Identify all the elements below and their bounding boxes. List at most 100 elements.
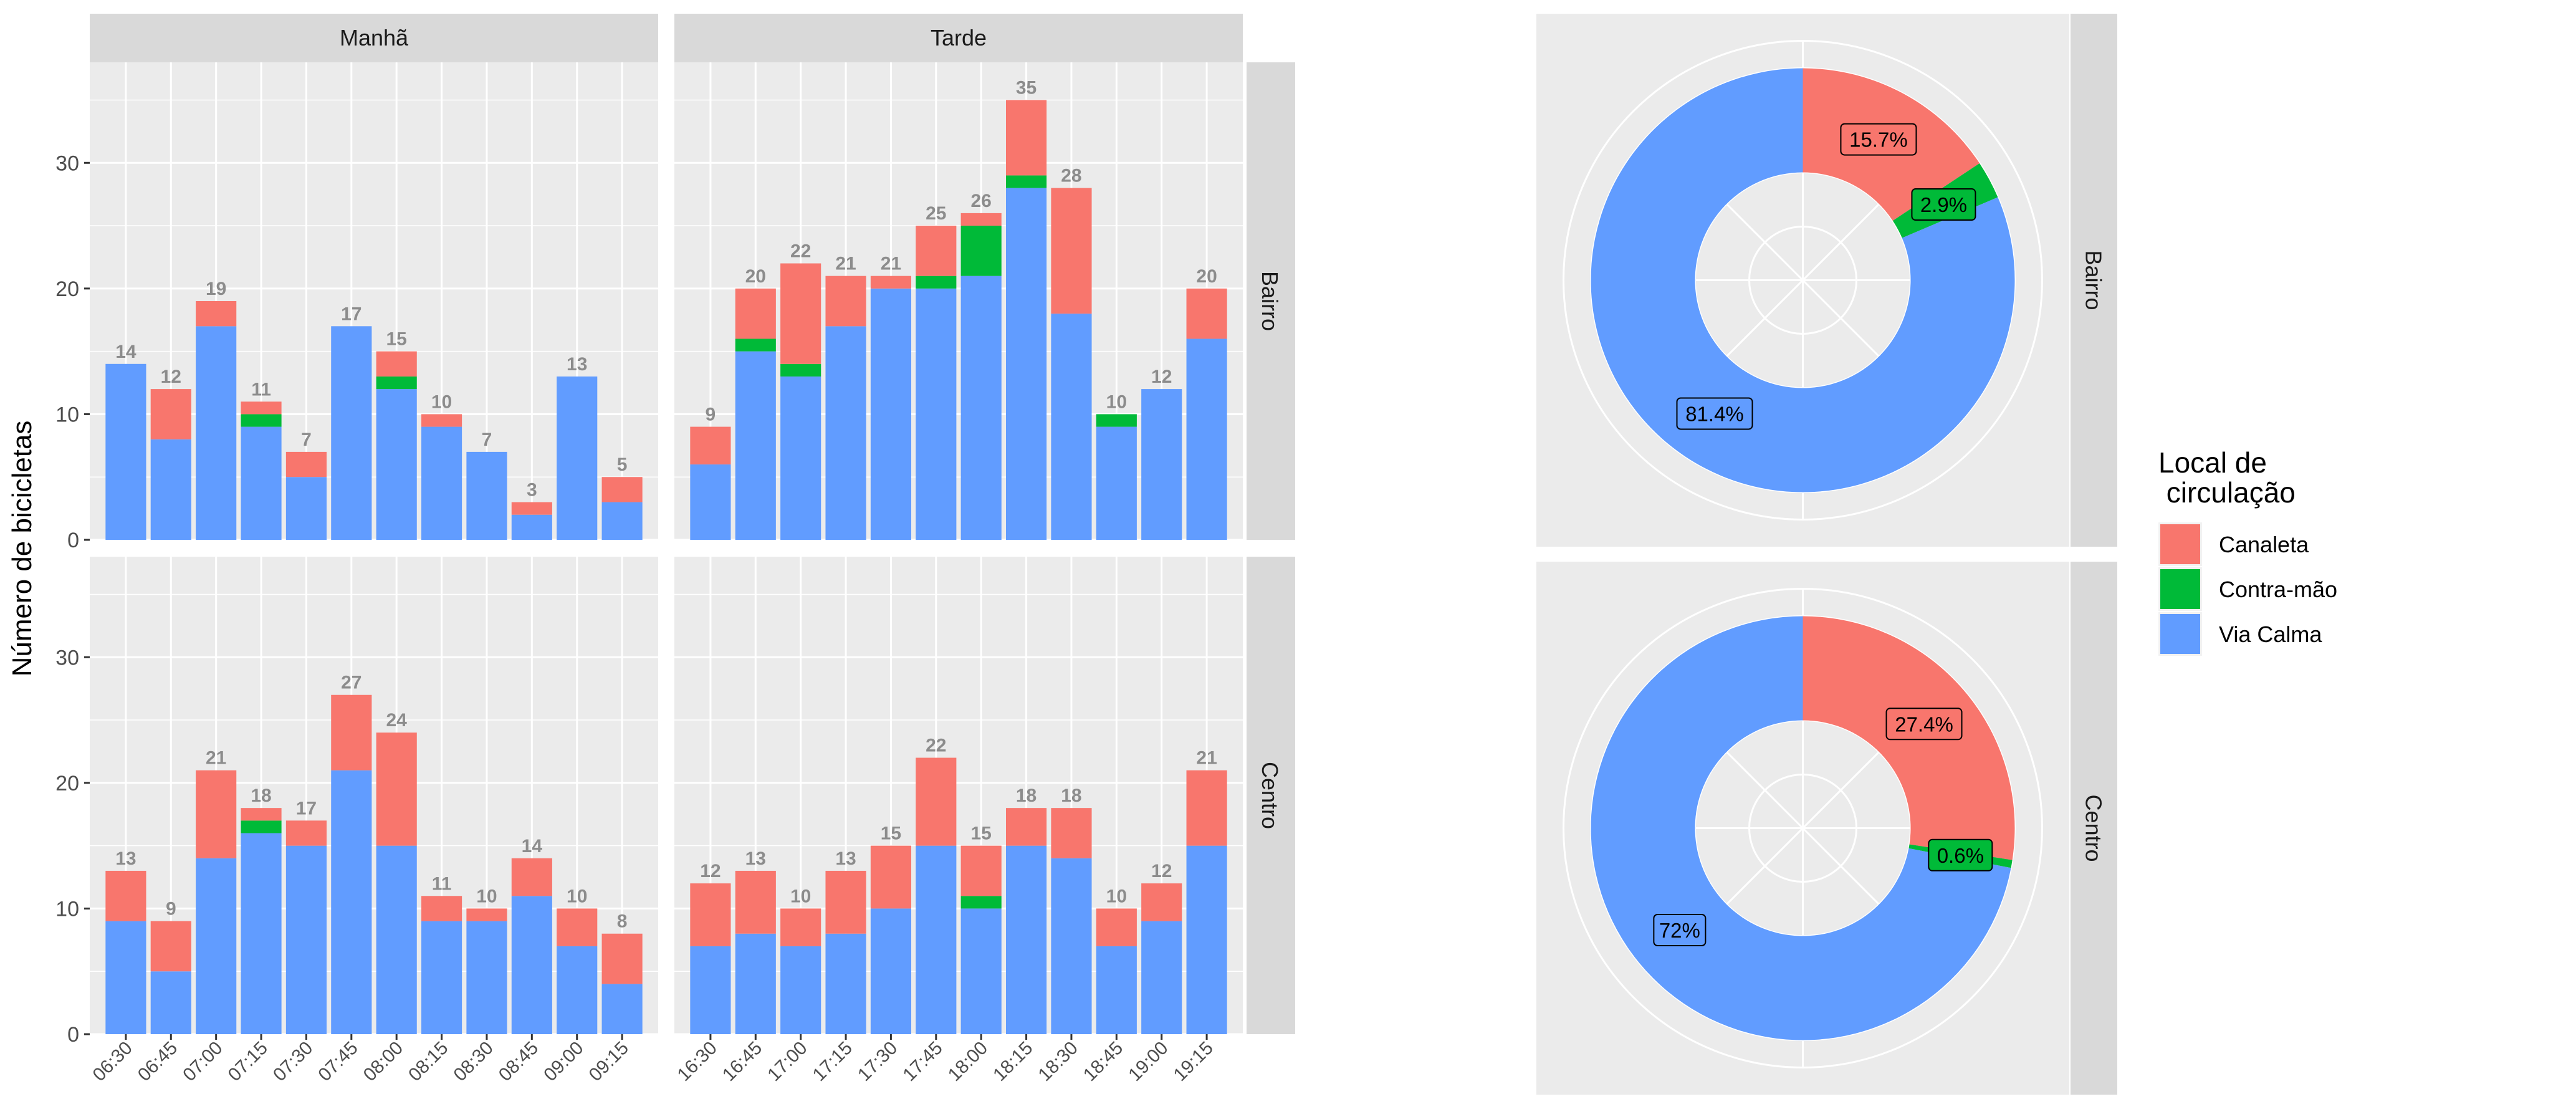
bar-canaleta-0730 <box>285 820 327 846</box>
bar-via-calma-1745 <box>916 288 957 540</box>
bar-via-calma-0630 <box>105 363 146 540</box>
bar-via-calma-1830 <box>1051 314 1092 540</box>
total-label: 20 <box>1196 266 1217 287</box>
bar-via-calma-0900 <box>557 946 598 1034</box>
strip-row-label-bairro: Bairro <box>2081 250 2107 310</box>
total-label: 28 <box>1061 166 1081 186</box>
bar-via-calma-0915 <box>601 502 643 540</box>
bar-via-calma-0645 <box>150 971 191 1034</box>
total-label: 17 <box>341 304 362 324</box>
total-label: 22 <box>790 241 811 262</box>
donut-label-contra-mao: 2.9% <box>1920 193 1967 216</box>
bar-via-calma-0915 <box>601 984 643 1034</box>
total-label: 14 <box>522 836 543 857</box>
bar-via-calma-1645 <box>735 933 776 1034</box>
bar-canaleta-1830 <box>1051 188 1092 314</box>
legend-label-via-calma: Via Calma <box>2219 622 2322 647</box>
bar-canaleta-0830 <box>466 908 507 921</box>
donut-label-box-via-calma <box>1653 913 1707 946</box>
total-label: 24 <box>386 710 408 731</box>
bar-panel-bairro-tarde: 9 20 22 21 21 25 26 35 28 10 12 20 <box>674 62 1243 541</box>
bar-via-calma-0730 <box>285 477 327 540</box>
bar-via-calma-1715 <box>825 326 866 540</box>
total-label: 21 <box>206 748 226 769</box>
total-label: 10 <box>476 886 497 906</box>
bar-canaleta-0645 <box>150 389 191 439</box>
y-tick-label: 0 <box>67 529 79 552</box>
bar-canaleta-1645 <box>735 288 776 339</box>
bar-via-calma-1630 <box>690 464 731 540</box>
bar-canaleta-1715 <box>825 276 866 327</box>
donut-label-canaleta: 27.4% <box>1895 713 1953 736</box>
strip-row-bairro <box>2071 14 2117 547</box>
bar-via-calma-1800 <box>960 908 1002 1034</box>
legend-label-canaleta: Canaleta <box>2219 532 2309 557</box>
strip-row-centro <box>2071 562 2117 1095</box>
y-tick-label: 0 <box>67 1023 79 1047</box>
total-label: 18 <box>251 785 271 806</box>
donut-label-box-contra-mao <box>1911 188 1976 221</box>
bar-canaleta-1645 <box>735 870 776 934</box>
bar-via-calma-1700 <box>780 946 821 1034</box>
bar-canaleta-0715 <box>241 401 282 415</box>
bar-canaleta-0645 <box>150 921 191 972</box>
polar-spoke <box>1726 827 1804 905</box>
bar-via-calma-0800 <box>376 845 417 1034</box>
total-label: 15 <box>881 823 901 844</box>
bar-canaleta-1700 <box>780 263 821 364</box>
bar-via-calma-0645 <box>150 439 191 540</box>
total-label: 15 <box>386 329 407 350</box>
total-label: 21 <box>881 254 901 274</box>
bar-via-calma-0845 <box>511 514 552 540</box>
bar-via-calma-0745 <box>331 326 372 540</box>
donut-panel-bairro: Bairro 15.7% 2.9% 81.4% <box>1536 14 2117 547</box>
bar-contra-mao-1800 <box>960 896 1002 909</box>
bar-canaleta-0815 <box>421 896 462 921</box>
bar-via-calma-1900 <box>1141 389 1182 540</box>
donut-label-box-contra-mao <box>1928 838 1993 871</box>
bar-contra-mao-1845 <box>1096 414 1137 427</box>
donut-label-canaleta: 15.7% <box>1849 128 1908 151</box>
y-tick-label: 10 <box>55 403 79 426</box>
bar-contra-mao-1645 <box>735 338 776 352</box>
bar-canaleta-0745 <box>331 694 372 770</box>
total-label: 17 <box>296 798 317 818</box>
total-label: 13 <box>567 354 587 375</box>
donut-panel-centro: Centro 27.4% 0.6% 72% <box>1536 562 2117 1095</box>
legend-swatch-contra-mao <box>2160 569 2200 609</box>
total-label: 20 <box>745 266 766 287</box>
bar-canaleta-1715 <box>825 870 866 934</box>
bar-canaleta-1630 <box>690 883 731 946</box>
polar-spoke <box>1802 279 1880 357</box>
bar-panel-bairro-manha: 14 12 19 11 7 17 15 10 7 3 13 5 0 10 20 30 <box>55 62 658 552</box>
total-label: 13 <box>835 848 856 869</box>
bar-via-calma-1815 <box>1006 188 1047 540</box>
total-label: 22 <box>926 736 946 756</box>
bar-canaleta-1800 <box>960 845 1002 896</box>
total-label: 27 <box>341 673 362 693</box>
total-label: 26 <box>971 191 992 211</box>
y-tick-label: 30 <box>55 646 79 670</box>
bar-canaleta-0800 <box>376 351 417 377</box>
bar-via-calma-1815 <box>1006 845 1047 1034</box>
total-label: 5 <box>617 454 628 475</box>
total-label: 12 <box>700 861 721 881</box>
bar-via-calma-0745 <box>331 770 372 1034</box>
bar-via-calma-1800 <box>960 276 1002 540</box>
total-label: 35 <box>1016 77 1037 98</box>
y-tick-label: 30 <box>55 151 79 175</box>
total-label: 7 <box>301 430 312 450</box>
bar-via-calma-1730 <box>870 908 911 1034</box>
bar-contra-mao-0800 <box>376 376 417 390</box>
total-label: 19 <box>206 279 226 299</box>
strip-col-manha <box>90 14 658 62</box>
strip-row-centro <box>1247 557 1295 1034</box>
strip-col-label-tarde: Tarde <box>931 25 987 50</box>
bar-canaleta-1815 <box>1006 808 1047 846</box>
y-axis-label: Número de bicicletas <box>7 421 37 677</box>
polar-spoke <box>1726 751 1804 829</box>
bar-canaleta-0815 <box>421 414 462 427</box>
bar-via-calma-1700 <box>780 376 821 540</box>
